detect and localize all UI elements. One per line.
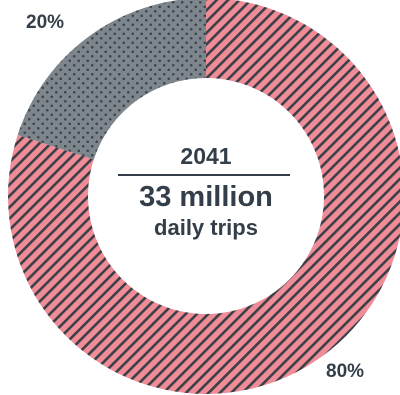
center-caption: daily trips	[154, 215, 258, 240]
slice-80-percent	[8, 0, 400, 394]
slices-group	[8, 0, 400, 394]
center-value: 33 million	[139, 181, 273, 213]
slice-20-percent	[17, 0, 206, 160]
slice-label-20: 20%	[26, 12, 64, 33]
center-year: 2041	[180, 143, 231, 169]
slice-label-80: 80%	[326, 361, 364, 382]
